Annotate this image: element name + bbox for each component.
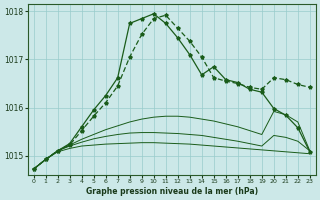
X-axis label: Graphe pression niveau de la mer (hPa): Graphe pression niveau de la mer (hPa) xyxy=(86,187,258,196)
